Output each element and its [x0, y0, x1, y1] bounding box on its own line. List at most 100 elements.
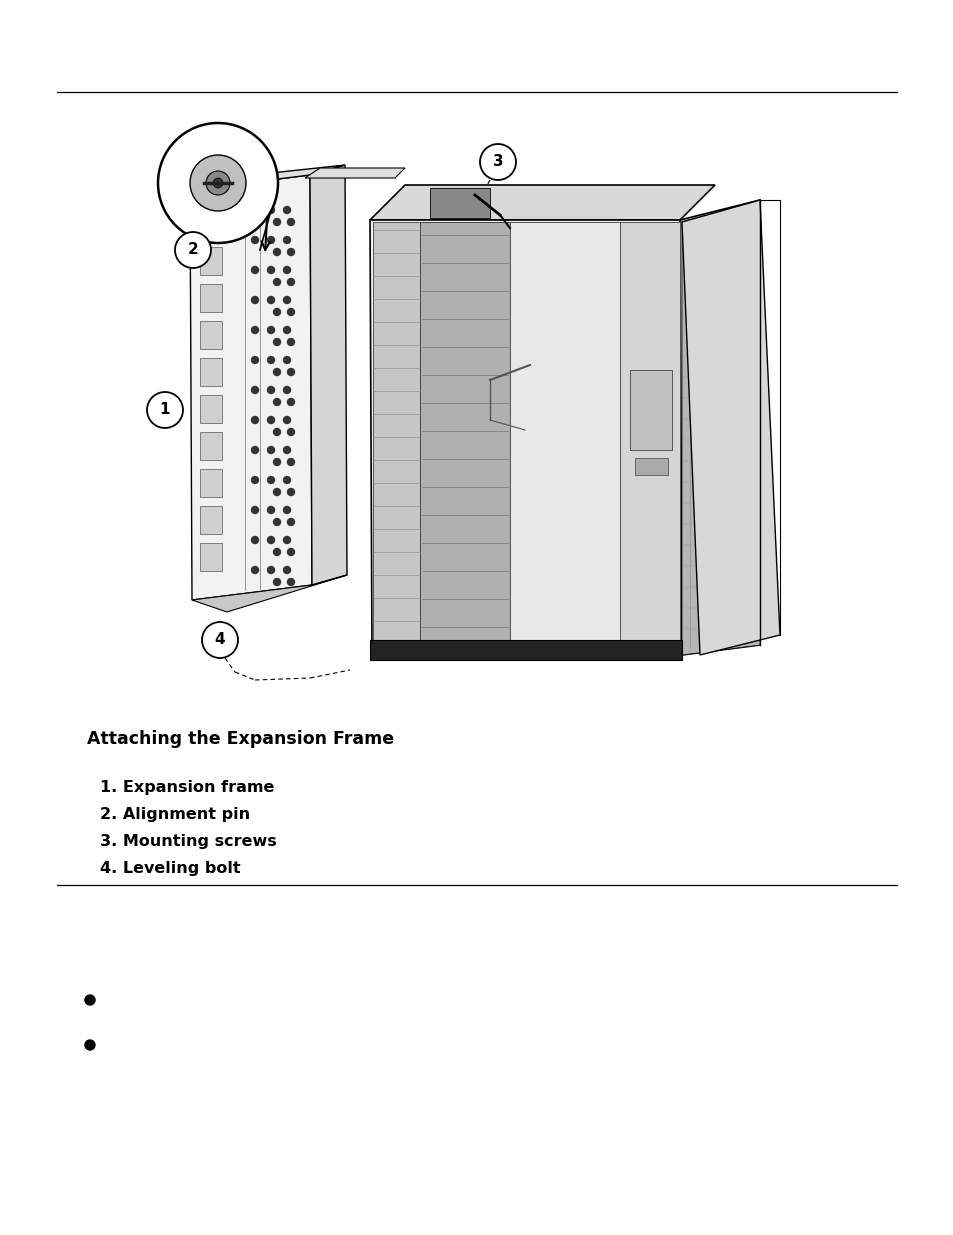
- Circle shape: [274, 309, 280, 315]
- Circle shape: [287, 489, 294, 495]
- Circle shape: [190, 156, 246, 211]
- Circle shape: [274, 489, 280, 495]
- Text: 2. Alignment pin: 2. Alignment pin: [100, 806, 250, 823]
- Circle shape: [206, 170, 230, 195]
- Circle shape: [274, 429, 280, 436]
- Circle shape: [267, 387, 274, 394]
- Polygon shape: [373, 222, 419, 653]
- Circle shape: [267, 296, 274, 304]
- Circle shape: [85, 1040, 95, 1050]
- Text: 3. Mounting screws: 3. Mounting screws: [100, 834, 276, 848]
- Circle shape: [252, 416, 258, 424]
- Circle shape: [287, 248, 294, 256]
- Circle shape: [85, 995, 95, 1005]
- Circle shape: [274, 279, 280, 285]
- Polygon shape: [681, 200, 760, 655]
- Circle shape: [158, 124, 277, 243]
- Circle shape: [252, 477, 258, 483]
- Circle shape: [252, 206, 258, 214]
- Circle shape: [287, 279, 294, 285]
- Circle shape: [287, 219, 294, 226]
- Polygon shape: [619, 222, 679, 653]
- Polygon shape: [310, 165, 347, 585]
- Polygon shape: [200, 432, 222, 459]
- Polygon shape: [200, 469, 222, 496]
- Polygon shape: [200, 358, 222, 387]
- Circle shape: [283, 296, 291, 304]
- Polygon shape: [629, 370, 671, 450]
- Circle shape: [287, 338, 294, 346]
- Circle shape: [274, 458, 280, 466]
- Circle shape: [252, 357, 258, 363]
- Circle shape: [174, 232, 211, 268]
- Circle shape: [287, 519, 294, 526]
- Circle shape: [283, 387, 291, 394]
- Text: Attaching the Expansion Frame: Attaching the Expansion Frame: [87, 730, 394, 748]
- Polygon shape: [430, 188, 490, 219]
- Text: 4. Leveling bolt: 4. Leveling bolt: [100, 861, 240, 876]
- Circle shape: [202, 622, 237, 658]
- Polygon shape: [679, 200, 760, 655]
- Polygon shape: [635, 458, 667, 475]
- Circle shape: [252, 567, 258, 573]
- Circle shape: [479, 144, 516, 180]
- Circle shape: [252, 326, 258, 333]
- Circle shape: [287, 309, 294, 315]
- Text: 1. Expansion frame: 1. Expansion frame: [100, 781, 274, 795]
- Circle shape: [283, 236, 291, 243]
- Circle shape: [267, 267, 274, 273]
- Polygon shape: [510, 222, 619, 653]
- Circle shape: [267, 206, 274, 214]
- Circle shape: [267, 447, 274, 453]
- Circle shape: [267, 477, 274, 483]
- Text: 4: 4: [214, 632, 225, 647]
- Circle shape: [267, 326, 274, 333]
- Polygon shape: [305, 168, 405, 178]
- Circle shape: [283, 536, 291, 543]
- Circle shape: [252, 387, 258, 394]
- Circle shape: [283, 357, 291, 363]
- Circle shape: [274, 219, 280, 226]
- Circle shape: [287, 548, 294, 556]
- Polygon shape: [200, 284, 222, 312]
- Circle shape: [287, 458, 294, 466]
- Circle shape: [283, 416, 291, 424]
- Circle shape: [252, 296, 258, 304]
- Polygon shape: [190, 175, 312, 600]
- Circle shape: [274, 548, 280, 556]
- Polygon shape: [419, 222, 510, 653]
- Polygon shape: [200, 210, 222, 238]
- Text: 2: 2: [188, 242, 198, 258]
- Circle shape: [213, 178, 223, 188]
- Circle shape: [252, 506, 258, 514]
- Circle shape: [274, 368, 280, 375]
- Circle shape: [283, 326, 291, 333]
- Circle shape: [267, 506, 274, 514]
- Circle shape: [274, 578, 280, 585]
- Polygon shape: [190, 165, 345, 190]
- Circle shape: [274, 248, 280, 256]
- Circle shape: [267, 536, 274, 543]
- Polygon shape: [200, 506, 222, 534]
- Polygon shape: [200, 395, 222, 424]
- Circle shape: [283, 206, 291, 214]
- Circle shape: [283, 447, 291, 453]
- Circle shape: [287, 368, 294, 375]
- Polygon shape: [370, 185, 714, 220]
- Text: 1: 1: [159, 403, 170, 417]
- Circle shape: [287, 399, 294, 405]
- Circle shape: [252, 536, 258, 543]
- Circle shape: [267, 357, 274, 363]
- Circle shape: [283, 477, 291, 483]
- Circle shape: [283, 506, 291, 514]
- Circle shape: [287, 429, 294, 436]
- Circle shape: [147, 391, 183, 429]
- Polygon shape: [200, 321, 222, 350]
- Circle shape: [252, 236, 258, 243]
- Circle shape: [267, 236, 274, 243]
- Circle shape: [252, 447, 258, 453]
- Polygon shape: [200, 543, 222, 571]
- Circle shape: [267, 567, 274, 573]
- Polygon shape: [370, 220, 681, 655]
- Circle shape: [283, 267, 291, 273]
